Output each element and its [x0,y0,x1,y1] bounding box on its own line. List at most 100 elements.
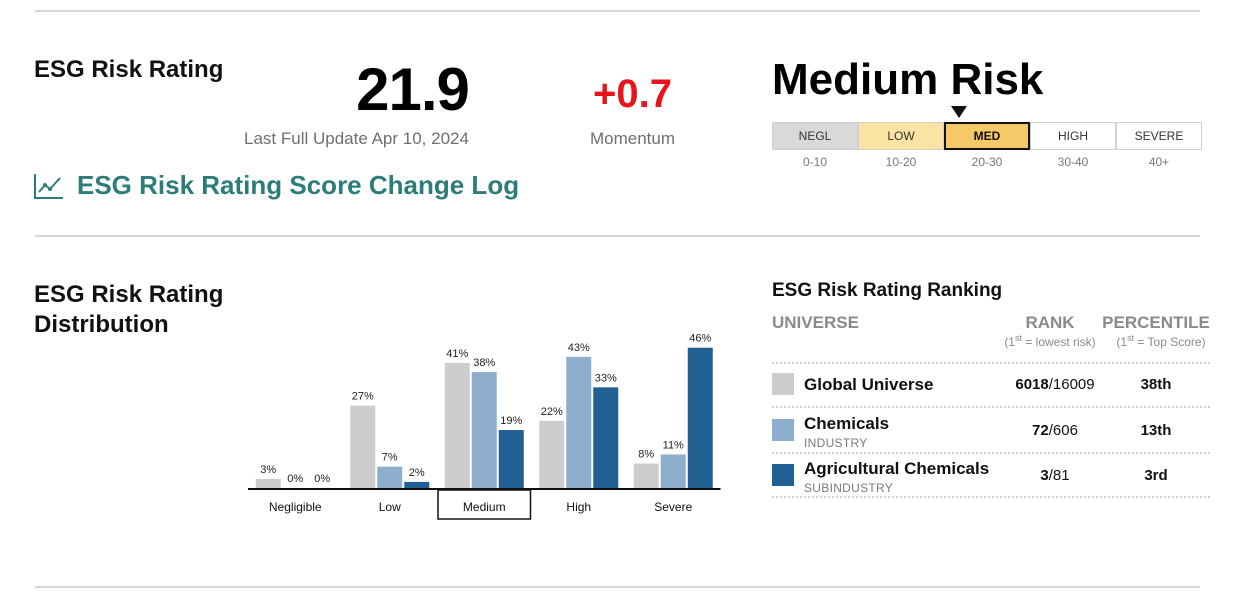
bar-low-2 [377,466,403,488]
score-change-log-link[interactable]: ESG Risk Rating Score Change Log [33,170,519,201]
bar-value-label: 7% [382,452,398,464]
pct-note-prefix: (1 [1116,335,1128,349]
bar-severe-1 [633,463,659,488]
bar-value-label: 22% [541,406,563,418]
rank-column-header: RANK [1025,313,1075,332]
ranking-row-percentile: 38th [1140,376,1172,393]
ranking-row-industry: Chemicals INDUSTRY 72/606 13th [772,408,1210,454]
risk-range-label: 30-40 [1057,155,1089,169]
risk-segment-label: HIGH [1058,129,1088,143]
distribution-title: ESG Risk Rating Distribution [34,280,223,340]
momentum-value: +0.7 [593,72,672,116]
category-label-severe: Severe [654,500,692,514]
bar-value-label: 0% [314,473,330,485]
ranking-row-subindustry: Agricultural Chemicals SUBINDUSTRY 3/81 … [772,454,1210,498]
universe-column-header: UNIVERSE [772,313,859,332]
risk-segment-label: SEVERE [1134,129,1184,143]
rank-note-prefix: (1 [1004,335,1015,349]
rank-value: 72 [1032,422,1049,439]
risk-range-label: 0-10 [802,155,828,169]
risk-range-label: 40+ [1148,155,1170,169]
rank-total: /81 [1048,467,1070,484]
top-divider [35,10,1200,12]
esg-risk-rating-title: ESG Risk Rating [34,56,224,83]
ranking-row-name: Global Universe [804,375,934,394]
rank-column-note: (1st = lowest risk) [998,333,1102,349]
risk-segment-label: NEGL [798,129,832,143]
bar-value-label: 11% [663,439,684,451]
risk-range-label: 10-20 [885,155,917,169]
rank-note-sup: st [1014,333,1022,343]
risk-score: 21.9 [356,56,470,123]
bar-value-label: 33% [595,372,617,384]
rank-value: 3 [1040,467,1049,484]
bar-negligible-1 [255,478,281,488]
bar-value-label: 2% [409,467,425,479]
distribution-title-line2: Distribution [34,311,169,338]
ranking-row-rank: 72/606 [1000,422,1110,439]
bar-value-label: 27% [352,391,374,403]
momentum-label: Momentum [589,129,676,148]
bar-high-3 [593,387,619,488]
category-label-medium: Medium [463,500,506,514]
risk-scale-ranges: 0-10 10-20 20-30 30-40 40+ [772,155,1202,169]
risk-segment-low: LOW [858,122,944,150]
bar-value-label: 8% [638,449,654,461]
score-change-log-label[interactable]: ESG Risk Rating Score Change Log [77,170,520,200]
bar-value-label: 19% [500,415,522,427]
rank-value: 6018 [1015,376,1049,393]
bar-severe-3 [687,347,713,488]
distribution-bar-chart: 3% 0% 0% Negligible 27% 7% 2% Low 41% 38% 19% Mediu… [248,333,721,520]
bar-high-2 [566,356,592,488]
bar-medium-2 [471,372,497,488]
ranking-top-separator [772,362,1210,364]
pct-note-suffix: = Top Score) [1134,335,1206,349]
percentile-column-note: (1st = Top Score) [1106,333,1216,349]
middle-divider [35,235,1200,237]
bar-value-label: 41% [446,348,468,360]
category-label-low: Low [379,500,401,514]
rank-note-suffix: = lowest risk) [1022,335,1096,349]
bar-high-1 [539,420,565,488]
risk-range-label: 20-30 [971,155,1003,169]
risk-segment-high: HIGH [1030,122,1116,150]
ranking-title: ESG Risk Rating Ranking [772,280,1003,301]
category-label-high: High [566,500,591,514]
distribution-title-line1: ESG Risk Rating [34,281,224,308]
series-swatch [772,419,794,441]
series-swatch [772,373,794,395]
bar-value-label: 3% [260,464,276,476]
percentile-column-header: PERCENTILE [1102,313,1210,332]
ranking-row-rank: 6018/16009 [1000,376,1110,393]
bar-value-label: 38% [473,357,495,369]
category-label-negligible: Negligible [269,500,322,514]
ranking-row-name: Chemicals [804,414,890,433]
risk-segment-label: MED [973,129,1001,143]
ranking-row-subtitle: INDUSTRY [804,436,868,450]
bar-value-label: 46% [689,333,711,345]
bar-medium-3 [498,430,524,488]
rank-total: /606 [1048,422,1078,439]
risk-scale: NEGL LOW MED HIGH SEVERE [772,122,1202,150]
ranking-row-name: Agricultural Chemicals [804,459,990,478]
ranking-row-subtitle: SUBINDUSTRY [804,481,894,495]
bar-low-1 [350,405,376,488]
pct-note-sup: st [1127,333,1135,343]
ranking-row-global: Global Universe 6018/16009 38th [772,364,1210,408]
bar-medium-1 [444,362,470,488]
bar-value-label: 0% [287,473,303,485]
bottom-divider [35,586,1200,588]
ranking-row-percentile: 13th [1140,422,1172,439]
risk-category: Medium Risk [772,55,1044,104]
bar-value-label: 43% [568,342,590,354]
ranking-row-rank: 3/81 [1000,467,1110,484]
ranking-row-percentile: 3rd [1144,467,1168,484]
line-chart-icon [34,173,63,199]
bar-severe-2 [660,454,686,488]
risk-segment-label: LOW [887,129,915,143]
series-swatch [772,464,794,486]
rank-total: /16009 [1048,376,1095,393]
risk-pointer-icon [951,106,967,118]
bar-low-3 [404,481,430,488]
risk-segment-severe: SEVERE [1116,122,1202,150]
